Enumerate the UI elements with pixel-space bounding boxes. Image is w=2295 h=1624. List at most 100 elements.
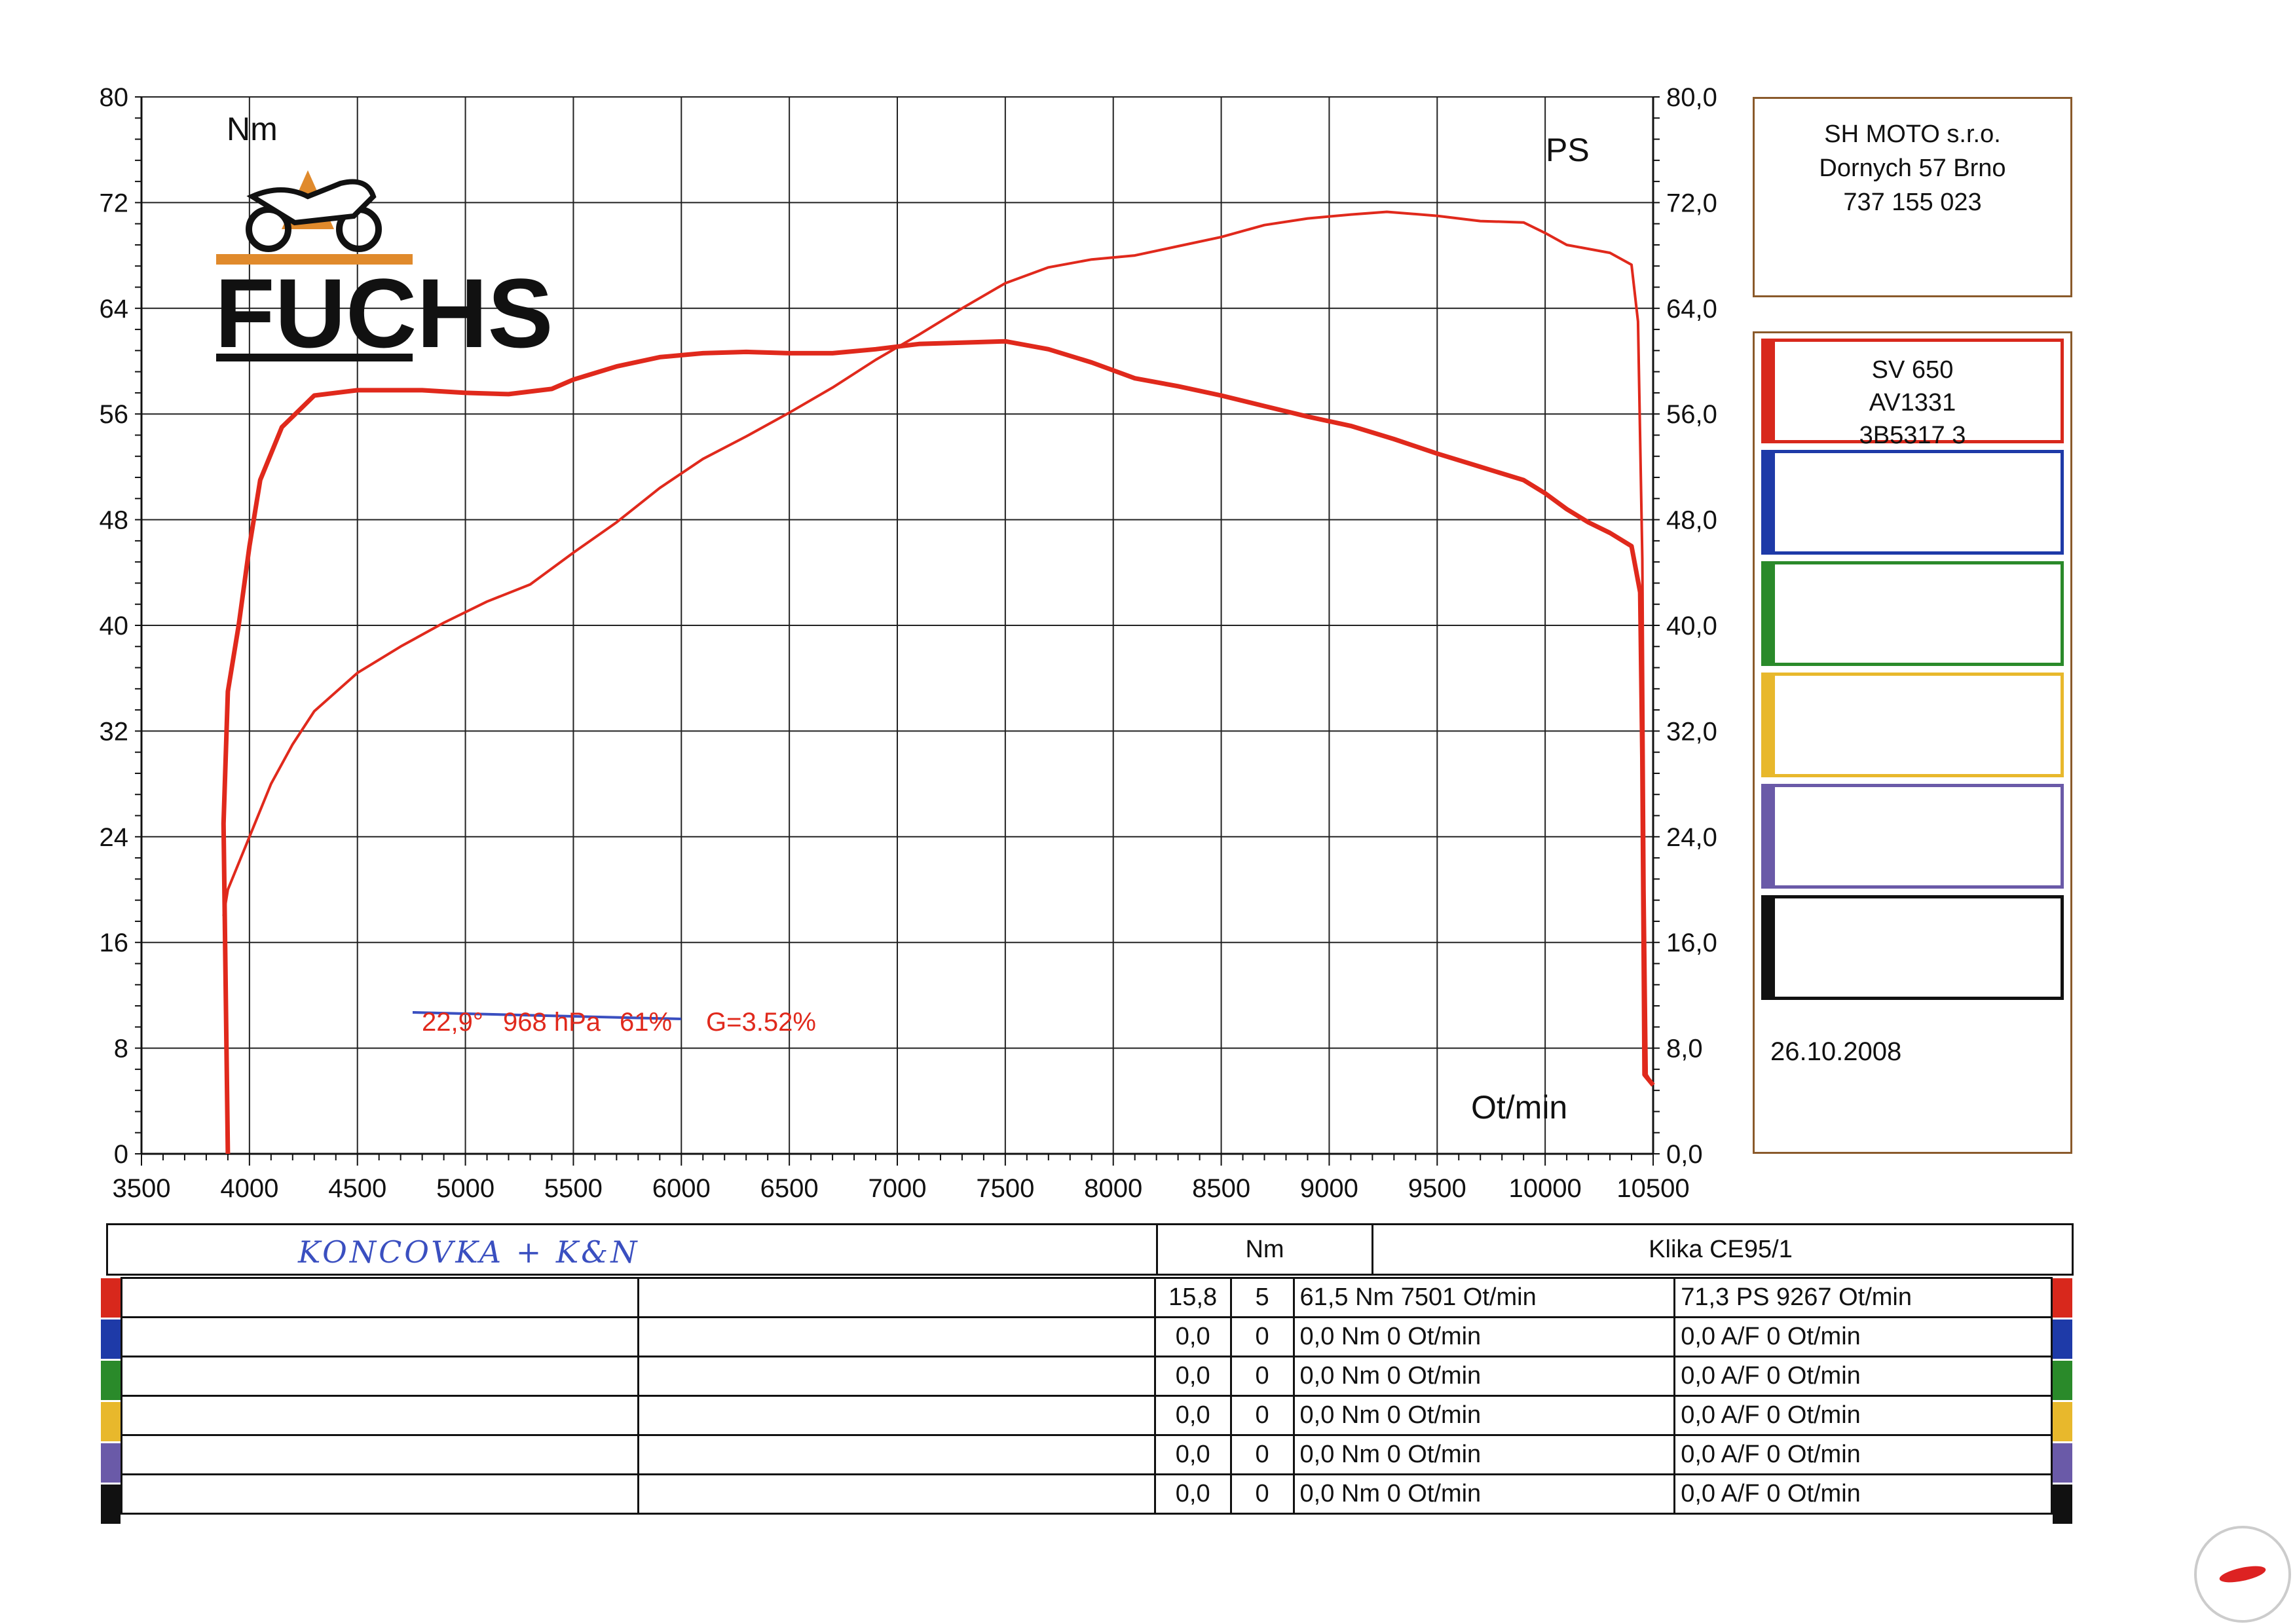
legend-slot-text <box>1764 832 2061 864</box>
table-cell: 0,0 Nm 0 Ot/min <box>1292 1395 1676 1436</box>
legend-color-swatch <box>1764 342 1775 440</box>
legend-slot <box>1761 895 2064 1000</box>
watermark-badge <box>2194 1526 2291 1623</box>
x-tick-label: 7500 <box>976 1174 1034 1203</box>
legend-slot-text <box>1764 943 2061 976</box>
legend-color-swatch <box>1764 453 1775 551</box>
x-tick-label: 10500 <box>1616 1174 1689 1203</box>
legend-slot-text <box>1764 465 2061 498</box>
y-left-ticks: 0 8 16 24 32 40 48 56 64 72 80 <box>100 83 129 1169</box>
table-cell: 0,0 <box>1153 1316 1232 1357</box>
legend-slot <box>1761 784 2064 889</box>
legend-slot-text <box>1764 530 2061 563</box>
table-cell: 0,0 Nm 0 Ot/min <box>1292 1434 1676 1475</box>
y-right-tick-label: 72,0 <box>1666 189 1717 217</box>
table-cell <box>637 1473 1156 1515</box>
legend-color-swatch <box>1764 564 1775 663</box>
series-line-power <box>222 210 1654 1086</box>
row-color-marker <box>101 1402 121 1441</box>
legend-panel: SV 650 AV1331 3B5317 3 26.10.2008 <box>1753 331 2072 1154</box>
y-left-tick-label: 72 <box>100 189 129 217</box>
dyno-chart: 3500 4000 4500 5000 5500 6000 6500 7000 7500 8000… <box>100 83 1717 1203</box>
legend-slot-text <box>1764 498 2061 530</box>
table-cell: 0 <box>1229 1434 1295 1475</box>
y-right-tick-label: 80,0 <box>1666 83 1717 112</box>
legend-slot-text <box>1764 688 2061 720</box>
table-cell <box>637 1316 1156 1357</box>
legend-slot-text <box>1764 642 2061 674</box>
shop-info-box: SH MOTO s.r.o. Dornych 57 Brno 737 155 0… <box>1753 97 2072 297</box>
y-left-tick-label: 48 <box>100 506 129 535</box>
x-tick-label: 5000 <box>436 1174 494 1203</box>
x-tick-label: 8500 <box>1192 1174 1250 1203</box>
y-left-tick-label: 80 <box>100 83 129 112</box>
table-row: 0,0 0 0,0 Nm 0 Ot/min 0,0 A/F 0 Ot/min <box>121 1395 2053 1436</box>
legend-slot-text <box>1764 799 2061 832</box>
fuchs-logo: FUCHS <box>215 170 553 368</box>
x-tick-label: 3500 <box>113 1174 171 1203</box>
table-cell <box>121 1356 639 1397</box>
table-cell: 71,3 PS 9267 Ot/min <box>1673 1277 2053 1318</box>
x-tick-label: 7000 <box>868 1174 927 1203</box>
right-header: Klika CE95/1 <box>1649 1236 1793 1263</box>
legend-slot-text <box>1764 753 2061 786</box>
table-cell: 15,8 <box>1153 1277 1232 1318</box>
y-right-tick-label: 40,0 <box>1666 612 1717 640</box>
x-tick-label: 6000 <box>652 1174 711 1203</box>
unit-header: Nm <box>1156 1225 1373 1274</box>
y-left-tick-label: 40 <box>100 612 129 640</box>
table-cell <box>121 1277 639 1318</box>
table-cell <box>121 1316 639 1357</box>
table-row: 15,8 5 61,5 Nm 7501 Ot/min 71,3 PS 9267 Ot/… <box>121 1277 2053 1318</box>
table-cell: 0 <box>1229 1356 1295 1397</box>
y-right-tick-label: 56,0 <box>1666 400 1717 429</box>
table-cell: 0,0 A/F 0 Ot/min <box>1673 1316 2053 1357</box>
row-color-marker <box>2053 1361 2072 1400</box>
shop-address: Dornych 57 Brno <box>1819 155 2006 182</box>
table-row: 0,0 0 0,0 Nm 0 Ot/min 0,0 A/F 0 Ot/min <box>121 1356 2053 1397</box>
table-cell <box>637 1395 1156 1436</box>
legend-slot <box>1761 450 2064 555</box>
row-color-marker <box>101 1278 121 1318</box>
row-color-marker <box>101 1485 121 1524</box>
y-left-tick-label: 8 <box>114 1035 128 1063</box>
table-cell: 0,0 Nm 0 Ot/min <box>1292 1316 1676 1357</box>
table-cell: 0,0 A/F 0 Ot/min <box>1673 1395 2053 1436</box>
legend-slot-text: 3B5317 3 <box>1859 422 1966 449</box>
condition-pressure: 968 hPa <box>503 1008 601 1037</box>
table-row: 0,0 0 0,0 Nm 0 Ot/min 0,0 A/F 0 Ot/min <box>121 1434 2053 1475</box>
table-cell <box>637 1434 1156 1475</box>
y-left-unit-label: Nm <box>227 111 278 147</box>
table-cell <box>121 1434 639 1475</box>
x-axis-ticks: 3500 4000 4500 5000 5500 6000 6500 7000 7500 8000… <box>113 1174 1690 1203</box>
y-right-tick-label: 24,0 <box>1666 823 1717 852</box>
handwritten-note: KONCOVKA + K&N <box>298 1234 640 1270</box>
condition-temp: 22,9° <box>422 1008 483 1037</box>
legend-slot-text <box>1764 864 2061 897</box>
x-tick-label: 4000 <box>220 1174 278 1203</box>
legend-slot-text <box>1764 976 2061 1008</box>
shop-name: SH MOTO s.r.o. <box>1824 120 2001 148</box>
table-header: KONCOVKA + K&N Nm Klika CE95/1 <box>106 1223 2074 1276</box>
y-left-tick-label: 16 <box>100 929 129 957</box>
legend-slot-text: AV1331 <box>1869 389 1956 416</box>
x-tick-label: 8000 <box>1084 1174 1142 1203</box>
chart-axes <box>135 96 1660 1166</box>
shop-phone: 737 155 023 <box>1843 189 1982 216</box>
table-cell <box>637 1356 1156 1397</box>
table-cell: 0,0 <box>1153 1356 1232 1397</box>
y-left-tick-label: 24 <box>100 823 129 852</box>
legend-color-swatch <box>1764 787 1775 885</box>
x-tick-label: 9000 <box>1300 1174 1358 1203</box>
x-tick-label: 10000 <box>1509 1174 1582 1203</box>
legend-slot-text <box>1764 910 2061 943</box>
y-right-ticks: 0,0 8,0 16,0 24,0 32,0 40,0 48,0 56,0 64,0 72,0 80… <box>1666 83 1717 1169</box>
x-tick-label: 4500 <box>328 1174 386 1203</box>
x-axis-unit-label: Ot/min <box>1471 1089 1567 1126</box>
legend-slot: SV 650 AV1331 3B5317 3 <box>1761 339 2064 449</box>
legend-slot <box>1761 673 2064 777</box>
series-line-torque <box>221 339 1655 1154</box>
y-right-tick-label: 8,0 <box>1666 1035 1703 1063</box>
table-row: 0,0 0 0,0 Nm 0 Ot/min 0,0 A/F 0 Ot/min <box>121 1316 2053 1357</box>
condition-humidity: 61% <box>620 1008 672 1037</box>
